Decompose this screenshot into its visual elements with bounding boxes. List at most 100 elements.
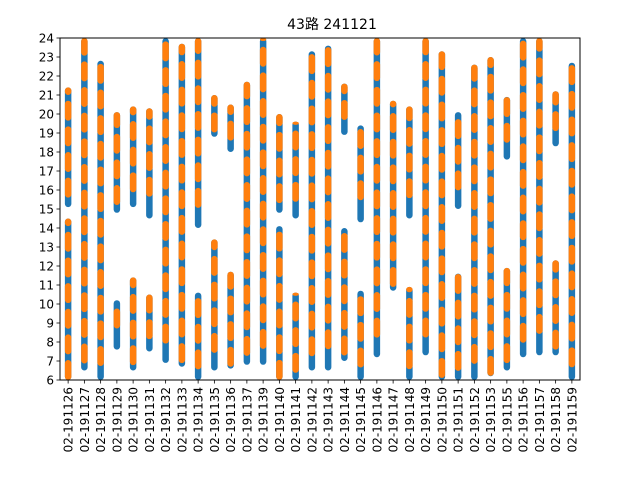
bar-segment	[162, 67, 169, 88]
bar-segment	[406, 178, 413, 199]
bar-segment	[129, 277, 137, 289]
bar-02-191156	[519, 38, 527, 358]
bar-segment	[308, 79, 316, 100]
bar-02-191136	[227, 104, 234, 369]
bar-02-191151	[454, 112, 462, 380]
bar-segment	[536, 262, 543, 283]
bar-02-191139	[259, 38, 267, 365]
bar-segment	[373, 163, 381, 184]
bar-segment	[487, 330, 494, 351]
bar-segment	[243, 105, 251, 126]
bar-segment	[178, 240, 186, 261]
bar-segment	[438, 281, 446, 301]
bar-segment	[308, 156, 316, 177]
bar-segment	[471, 113, 478, 133]
bar-segment	[357, 154, 364, 175]
bar-segment	[194, 323, 202, 344]
bar-segment	[406, 126, 413, 147]
x-tick-label: 02-191131	[143, 387, 157, 452]
bar-segment	[324, 98, 332, 119]
bar-segment	[97, 294, 104, 315]
y-tick-label: 8	[46, 336, 54, 350]
bar-segment	[373, 138, 381, 159]
bar-segment	[568, 90, 576, 111]
bar-segment	[438, 127, 446, 148]
x-tick-label: 02-191139	[257, 387, 271, 452]
bar-segment	[308, 310, 316, 331]
bar-segment	[194, 38, 202, 54]
bar-segment	[324, 201, 332, 221]
bar-segment	[81, 112, 88, 133]
bar-segment	[81, 38, 88, 56]
bar-segment	[568, 219, 576, 240]
bar-segment	[81, 61, 88, 82]
x-tick-label: 02-191143	[322, 387, 336, 452]
bar-segment	[97, 192, 104, 213]
bar-segment	[373, 112, 381, 133]
bar-02-191155	[503, 96, 511, 371]
x-tick-label: 02-191130	[127, 387, 141, 452]
bar-segment	[162, 118, 169, 139]
bar-segment	[81, 189, 88, 210]
bar-segment	[389, 241, 397, 262]
bar-segment	[178, 291, 186, 312]
bar-segment	[129, 345, 137, 366]
bar-02-191158	[552, 91, 559, 356]
bar-segment	[324, 277, 332, 298]
bar-segment	[146, 108, 153, 120]
bar-segment	[341, 83, 348, 95]
bar-segment	[243, 233, 251, 254]
bar-segment	[536, 83, 543, 103]
bar-segment	[146, 319, 153, 340]
bar-segment	[276, 257, 283, 278]
x-tick-label: 02-191129	[110, 387, 124, 452]
bar-segment	[308, 208, 316, 228]
bar-segment	[438, 101, 446, 122]
y-tick-label: 7	[46, 355, 54, 369]
bar-02-191127	[81, 38, 88, 371]
bar-segment	[536, 38, 543, 52]
y-tick-label: 11	[39, 279, 54, 293]
bar-segment	[503, 317, 511, 338]
bar-segment	[259, 251, 267, 272]
y-axis: 6 7 8 9 10 11 12 13 14 15 16 17 18 19 20 21 22 23 24	[39, 32, 60, 388]
y-tick-label: 17	[39, 165, 54, 179]
bar-segment	[568, 142, 576, 163]
bar-segment	[438, 75, 446, 96]
bar-02-191159	[568, 62, 576, 380]
bar-segment	[438, 332, 446, 353]
bar-segment	[389, 164, 397, 185]
bar-segment	[64, 257, 72, 278]
bar-02-191140	[276, 114, 283, 380]
bar-segment	[471, 215, 478, 236]
bar-segment	[259, 38, 267, 42]
x-tick-label: 02-191149	[419, 387, 433, 452]
bar-segment	[324, 252, 332, 273]
bar-segment	[194, 59, 202, 80]
bar-segment	[568, 167, 576, 188]
bar-segment	[81, 343, 88, 364]
bar-segment	[568, 193, 576, 214]
bar-segment	[357, 180, 364, 201]
bar-segment	[292, 292, 299, 296]
bar-segment	[146, 125, 153, 146]
bar-segment	[422, 214, 429, 235]
bar-02-191146	[373, 38, 381, 358]
bar-segment	[64, 218, 72, 227]
bar-segment	[227, 104, 234, 115]
bar-segment	[519, 91, 527, 112]
bar-segment	[389, 138, 397, 159]
x-tick-label: 02-191140	[273, 387, 287, 452]
bar-segment	[341, 335, 348, 356]
bar-segment	[243, 207, 251, 228]
bar-segment	[536, 211, 543, 232]
bar-segment	[308, 336, 316, 357]
bar-segment	[178, 266, 186, 287]
bar-segment	[129, 121, 137, 141]
bar-segment	[194, 136, 202, 157]
bar-segment	[64, 100, 72, 121]
bar-segment	[243, 130, 251, 151]
bars-layer	[64, 38, 576, 381]
bar-02-191148	[406, 106, 413, 380]
x-axis: 02-191126 02-191127 02-191128 02-191129 02-1…	[62, 380, 579, 452]
